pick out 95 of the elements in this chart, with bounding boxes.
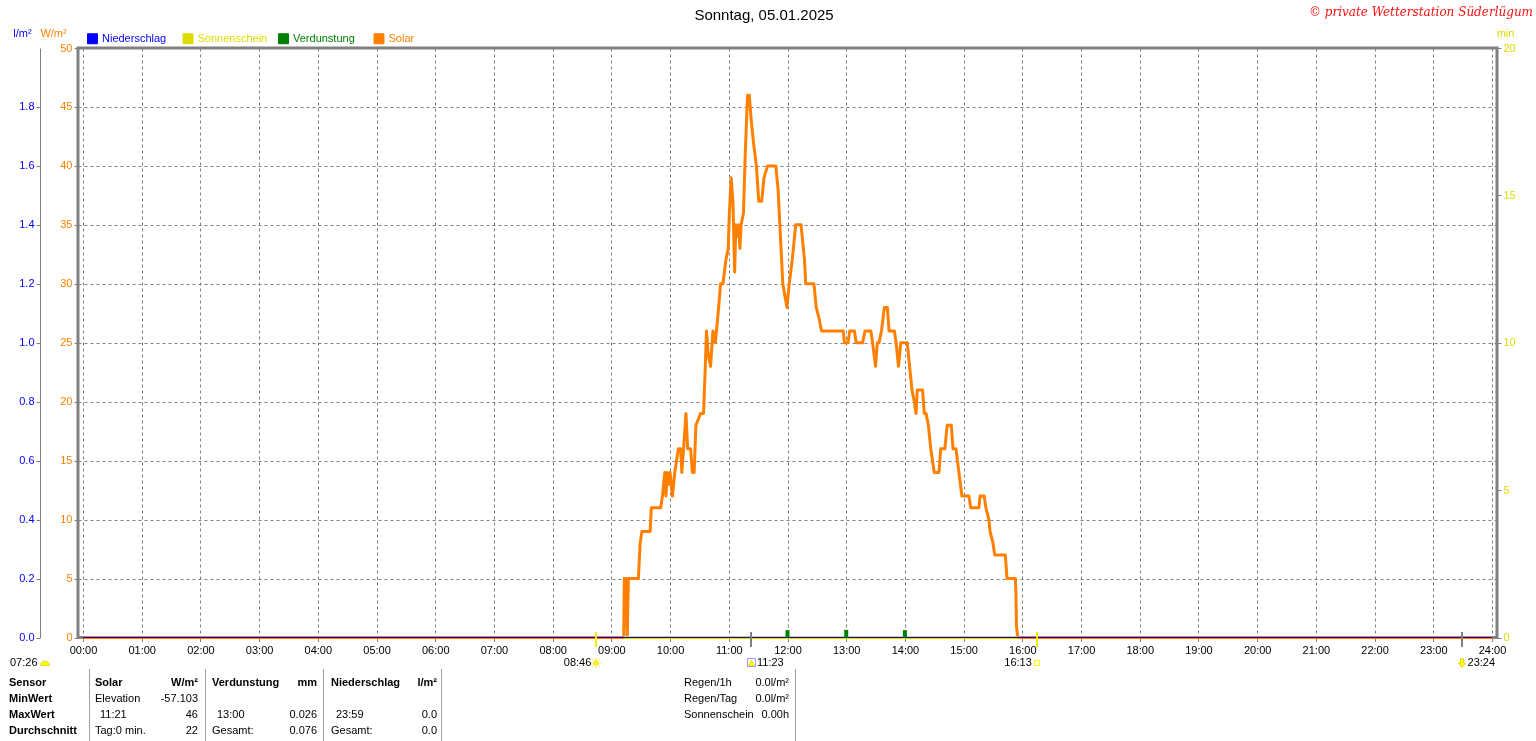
text: 0.0l/m²	[755, 691, 789, 705]
y-tick-label: 45	[60, 100, 73, 113]
y-tick-label: 35	[60, 218, 73, 231]
y-tick-label: 15	[60, 454, 73, 467]
y3-axis-title: min	[1496, 26, 1515, 39]
y3-tick-label: 5	[1503, 483, 1510, 496]
annotation: 08:46	[563, 655, 592, 669]
text: l/m²	[417, 675, 437, 689]
y3-tick-label: 0	[1503, 631, 1510, 643]
x-tick-label: 20:00	[1243, 644, 1272, 656]
y2-axis-title: l/m²	[13, 26, 32, 39]
annotation: 16:13	[1004, 655, 1032, 669]
text: 0.026	[289, 707, 317, 721]
y2-tick-label: 1.6	[19, 159, 35, 172]
y2-tick-label: 0.8	[19, 395, 35, 408]
x-tick-label: 06:00	[421, 644, 450, 656]
x-tick-label: 03:00	[245, 644, 274, 656]
legend-label: Sonnenschein	[197, 31, 268, 44]
annotation: 11:23	[757, 655, 784, 669]
x-tick-label: 12:00	[774, 644, 802, 656]
y2-tick-label: 1.8	[19, 100, 35, 113]
y2-tick-label: 0.0	[19, 631, 35, 643]
text: 0.0	[421, 707, 437, 721]
y-tick-label: 5	[66, 572, 73, 585]
y-tick-label: 30	[60, 277, 73, 290]
text: 46	[185, 707, 198, 721]
x-tick-label: 15:00	[950, 644, 978, 656]
text: Verdunstung	[212, 675, 280, 689]
y3-tick-label: 10	[1503, 336, 1516, 349]
text: 11:21	[100, 707, 127, 721]
x-tick-label: 16:00	[1009, 644, 1037, 656]
text: mm	[297, 675, 317, 689]
text: 23:59	[336, 707, 364, 721]
x-tick-label: 01:00	[128, 644, 156, 656]
text: 0.0l/m²	[755, 675, 789, 689]
x-tick-label: 09:00	[598, 644, 626, 656]
y2-tick-label: 1.2	[19, 277, 35, 290]
y-tick-label: 25	[60, 336, 73, 349]
y2-tick-label: 1.0	[19, 336, 35, 349]
y-tick-label: 50	[60, 41, 73, 54]
x-tick-label: 13:00	[832, 644, 861, 656]
x-tick-label: 10:00	[656, 644, 685, 656]
text: -57.103	[160, 691, 198, 705]
text: 0.0	[421, 723, 437, 737]
text: Sensor	[9, 675, 47, 689]
text: Gesamt:	[331, 723, 373, 737]
text: Regen/Tag	[684, 691, 738, 705]
x-tick-label: 05:00	[363, 644, 391, 656]
text: © private Wetterstation Süderlügum	[1308, 5, 1533, 20]
y2-tick-label: 0.2	[19, 572, 35, 585]
legend-label: Solar	[388, 31, 415, 44]
y-tick-label: 40	[60, 159, 73, 172]
x-tick-label: 18:00	[1126, 644, 1155, 656]
text: Regen/1h	[684, 675, 732, 689]
text: Gesamt:	[212, 723, 254, 737]
x-tick-label: 07:00	[480, 644, 509, 656]
y2-tick-label: 0.4	[19, 513, 35, 526]
x-tick-label: 24:00	[1478, 644, 1507, 656]
text: 0.076	[289, 723, 317, 737]
text: 13:00	[217, 707, 245, 721]
text: Niederschlag	[331, 675, 401, 689]
x-tick-label: 00:00	[69, 644, 98, 656]
x-tick-label: 14:00	[891, 644, 920, 656]
x-tick-label: 17:00	[1067, 644, 1096, 656]
y-tick-label: 10	[60, 513, 73, 526]
annotation: 23:24	[1467, 655, 1496, 669]
y-axis-title: W/m²	[40, 26, 67, 39]
x-tick-label: 22:00	[1361, 644, 1389, 656]
chart-title: Sonntag, 05.01.2025	[694, 6, 834, 23]
legend-label: Niederschlag	[102, 31, 167, 44]
text: MaxWert	[9, 707, 55, 721]
legend-label: Verdunstung	[293, 31, 355, 44]
x-tick-label: 11:00	[715, 644, 743, 656]
text: 07:26	[10, 656, 38, 669]
x-tick-label: 02:00	[187, 644, 215, 656]
x-tick-label: 08:00	[539, 644, 567, 656]
text: Sonnenschein	[684, 707, 754, 721]
y-tick-label: 20	[60, 395, 73, 408]
x-tick-label: 04:00	[304, 644, 333, 656]
text: 22	[185, 723, 198, 737]
y-tick-label: 0	[66, 631, 73, 643]
x-tick-label: 21:00	[1302, 644, 1331, 656]
text: 0.00h	[761, 707, 789, 721]
y3-tick-label: 20	[1503, 41, 1516, 54]
y3-tick-label: 15	[1503, 188, 1516, 201]
text: Tag:0 min.	[95, 723, 146, 737]
text: Durchschnitt	[9, 723, 77, 737]
text: W/m²	[171, 675, 198, 689]
text: Solar	[95, 675, 123, 689]
y2-tick-label: 0.6	[19, 454, 35, 467]
y2-tick-label: 1.4	[19, 218, 35, 231]
x-tick-label: 19:00	[1185, 644, 1213, 656]
x-tick-label: 23:00	[1420, 644, 1448, 656]
text: MinWert	[9, 691, 53, 705]
text: Elevation	[95, 691, 141, 705]
